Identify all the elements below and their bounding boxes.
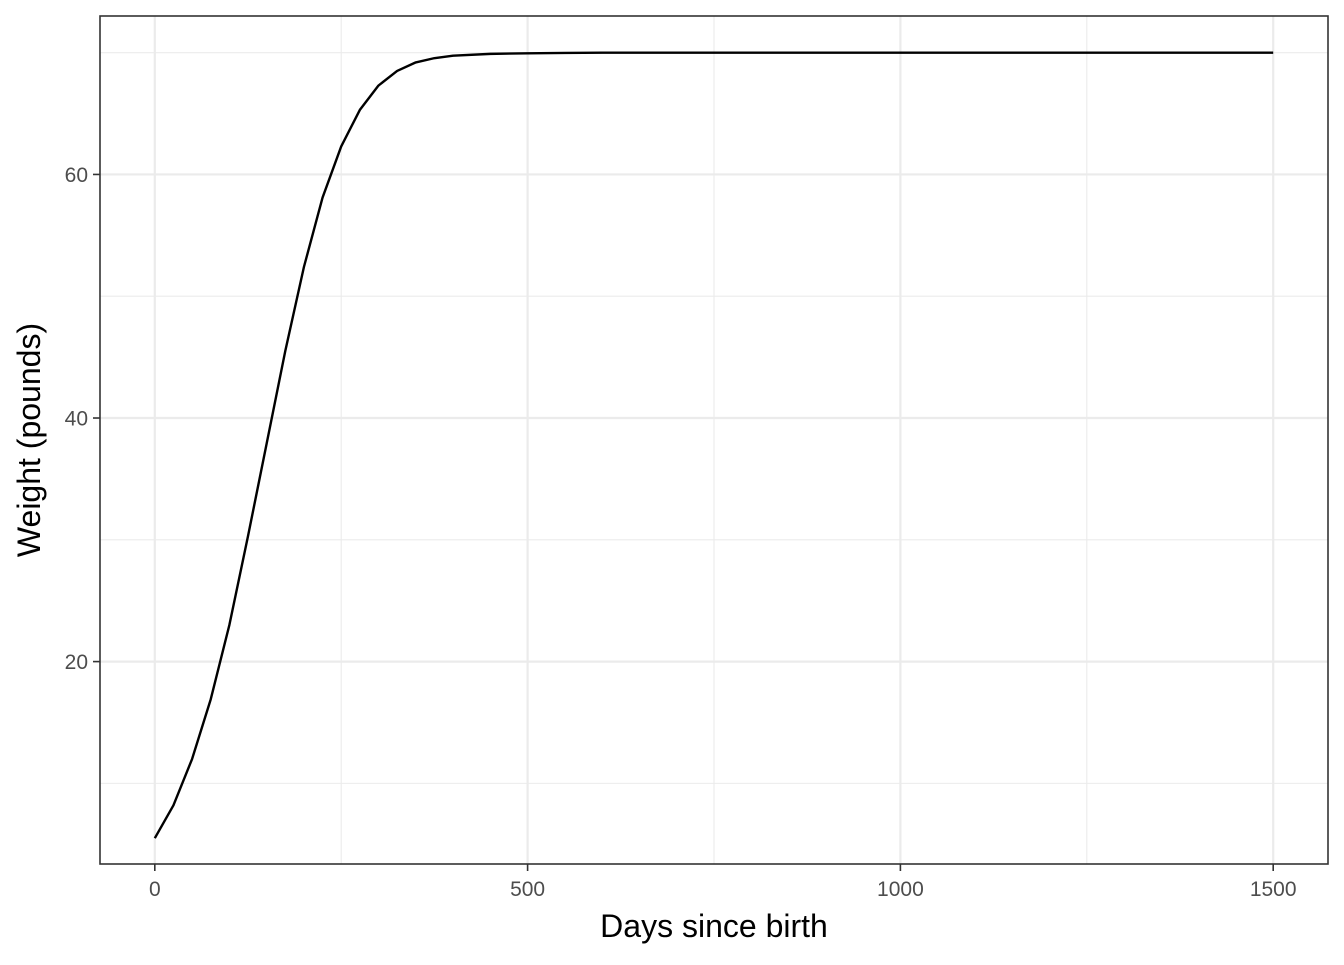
series-line-0 xyxy=(153,51,1274,839)
major-gridlines xyxy=(100,16,1328,864)
x-axis-title: Days since birth xyxy=(600,908,828,944)
x-tick-label: 1500 xyxy=(1250,878,1297,901)
x-tick-label: 1000 xyxy=(877,878,924,901)
x-tick-label: 0 xyxy=(149,878,161,901)
x-tick-label: 500 xyxy=(510,878,545,901)
y-axis-title: Weight (pounds) xyxy=(11,323,47,557)
y-tick-label: 60 xyxy=(65,164,88,187)
plot-panel-border xyxy=(99,15,1329,865)
series-layer xyxy=(153,51,1274,839)
y-tick-label: 40 xyxy=(65,408,88,431)
axis-ticks: 0 500 1000 1500 20 40 60 xyxy=(65,164,1297,901)
y-tick-label: 20 xyxy=(65,651,88,674)
